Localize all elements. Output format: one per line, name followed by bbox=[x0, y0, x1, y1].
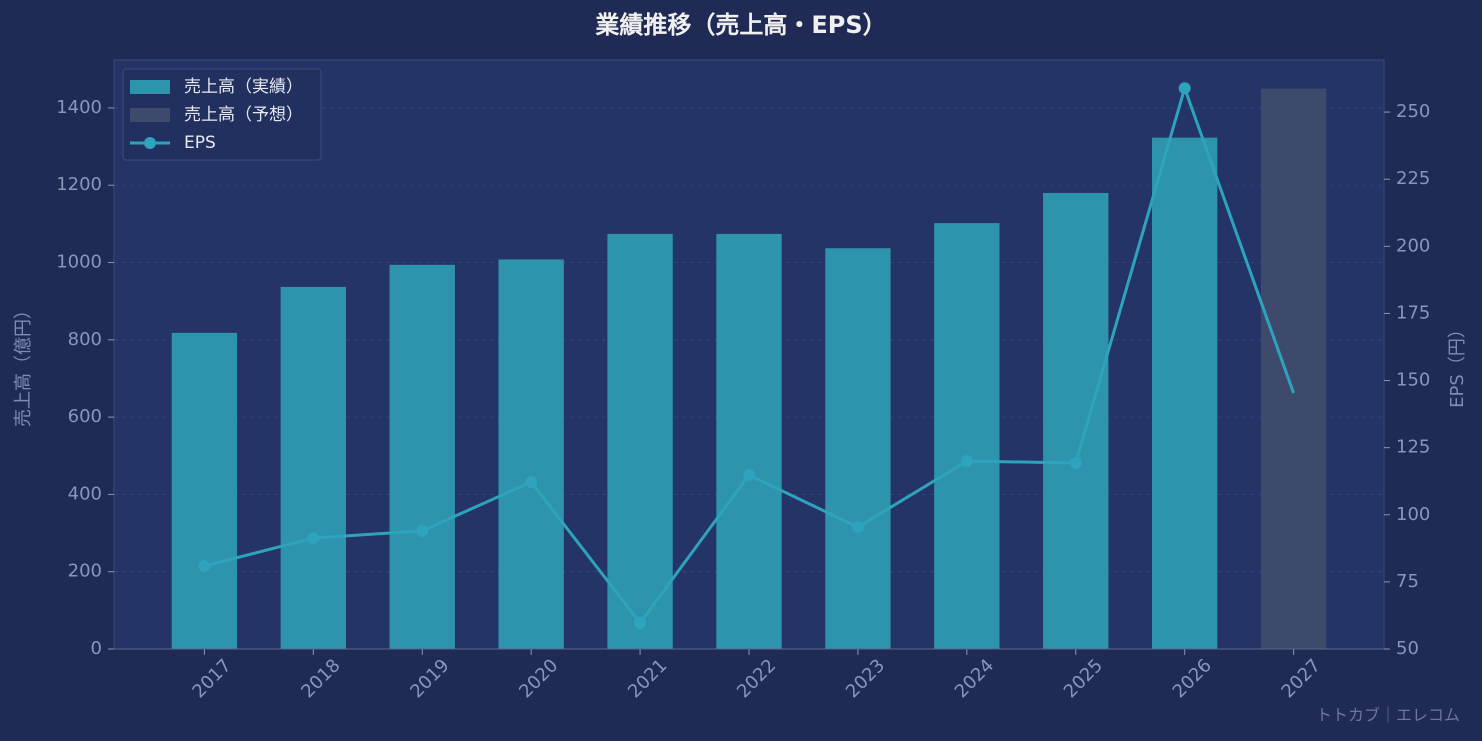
eps-marker bbox=[634, 616, 647, 629]
x-tick-label: 2020 bbox=[515, 655, 562, 702]
bar bbox=[607, 233, 673, 649]
x-tick-label: 2022 bbox=[733, 655, 780, 702]
eps-marker bbox=[1178, 82, 1191, 95]
bar bbox=[1260, 88, 1327, 650]
y2-tick-label: 50 bbox=[1396, 638, 1419, 659]
legend-label: 売上高（実績） bbox=[184, 77, 303, 97]
bar bbox=[825, 248, 891, 649]
legend-marker bbox=[144, 137, 156, 149]
legend-swatch bbox=[130, 80, 170, 94]
eps-marker bbox=[1069, 456, 1082, 469]
y-tick-label: 1200 bbox=[56, 174, 102, 195]
legend-swatch bbox=[130, 108, 170, 122]
x-tick-label: 2026 bbox=[1169, 655, 1216, 702]
y-tick-label: 800 bbox=[68, 329, 102, 350]
x-tick-label: 2017 bbox=[188, 655, 235, 702]
legend-box bbox=[122, 68, 322, 161]
y2-tick-label: 75 bbox=[1396, 571, 1419, 592]
legend-label: EPS bbox=[184, 133, 216, 153]
eps-marker bbox=[851, 521, 864, 534]
x-tick-label: 2027 bbox=[1278, 655, 1325, 702]
y2-axis-label: EPS（円） bbox=[1447, 320, 1468, 408]
bar bbox=[1043, 192, 1109, 649]
bar bbox=[934, 223, 1000, 649]
y2-tick-label: 100 bbox=[1396, 504, 1430, 525]
eps-marker bbox=[525, 476, 538, 489]
y2-tick-label: 150 bbox=[1396, 370, 1430, 391]
y-tick-label: 1400 bbox=[56, 97, 102, 118]
x-tick-label: 2025 bbox=[1060, 655, 1107, 702]
y-tick-label: 600 bbox=[68, 406, 102, 427]
watermark: トトカブ｜エレコム bbox=[1316, 706, 1460, 725]
bar bbox=[280, 286, 346, 649]
bar bbox=[1152, 137, 1218, 649]
eps-marker bbox=[960, 455, 973, 468]
y2-tick-label: 225 bbox=[1396, 168, 1430, 189]
x-tick-label: 2023 bbox=[842, 655, 889, 702]
y-tick-label: 0 bbox=[91, 638, 102, 659]
eps-marker bbox=[307, 532, 320, 545]
bar bbox=[498, 259, 564, 649]
legend: 売上高（実績） 売上高（予想） EPS bbox=[122, 68, 322, 161]
y2-tick-label: 200 bbox=[1396, 235, 1430, 256]
eps-marker bbox=[743, 469, 755, 482]
y2-tick-label: 125 bbox=[1396, 437, 1430, 458]
eps-marker bbox=[416, 524, 429, 537]
y2-tick-label: 250 bbox=[1396, 101, 1430, 122]
y-tick-label: 200 bbox=[68, 561, 102, 582]
eps-marker bbox=[198, 560, 211, 573]
legend-label: 売上高（予想） bbox=[184, 105, 303, 125]
y-axis-label: 売上高（億円） bbox=[13, 301, 34, 427]
bar bbox=[389, 264, 455, 649]
y-tick-label: 1000 bbox=[56, 252, 102, 273]
bar bbox=[171, 332, 238, 649]
bar bbox=[716, 233, 782, 649]
x-tick-label: 2019 bbox=[406, 655, 453, 702]
chart-title: 業績推移（売上高・EPS） bbox=[595, 11, 886, 39]
x-tick-label: 2024 bbox=[951, 655, 998, 702]
y-tick-label: 400 bbox=[68, 483, 102, 504]
x-tick-label: 2018 bbox=[297, 655, 344, 702]
x-tick-label: 2021 bbox=[624, 655, 671, 702]
y2-tick-label: 175 bbox=[1396, 302, 1430, 323]
